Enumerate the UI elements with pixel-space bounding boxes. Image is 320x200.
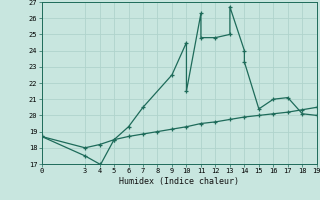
X-axis label: Humidex (Indice chaleur): Humidex (Indice chaleur) (119, 177, 239, 186)
